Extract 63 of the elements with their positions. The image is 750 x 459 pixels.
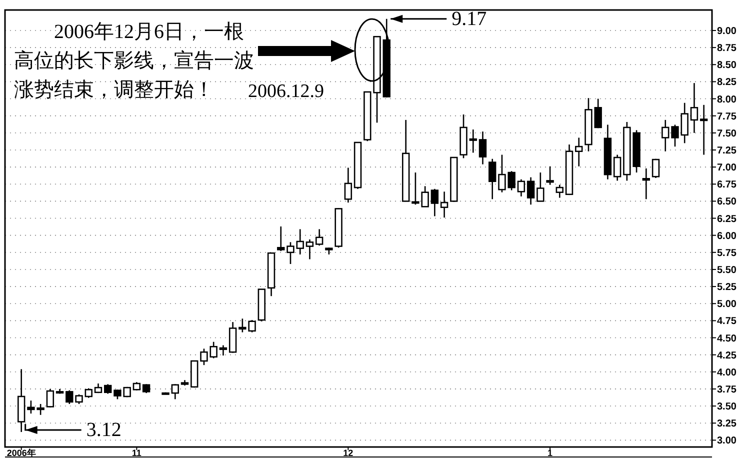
y-tick-label: 8.50 bbox=[717, 60, 737, 72]
annotation: 3.12 bbox=[86, 418, 122, 441]
y-tick-label: 4.25 bbox=[717, 350, 737, 362]
candlestick bbox=[315, 228, 324, 246]
candlestick bbox=[613, 154, 622, 182]
candlestick bbox=[652, 158, 660, 179]
candlestick bbox=[46, 388, 54, 408]
candlestick bbox=[671, 124, 679, 148]
y-tick-label: 3.50 bbox=[717, 402, 737, 413]
candlestick bbox=[488, 158, 496, 200]
y-tick-label: 8.00 bbox=[717, 94, 737, 106]
x-tick-label: 11 bbox=[132, 448, 142, 458]
y-tick-label: 8.75 bbox=[717, 43, 737, 54]
candlestick bbox=[575, 137, 583, 168]
y-tick-label: 7.50 bbox=[717, 128, 737, 140]
y-tick-label: 3.25 bbox=[717, 418, 737, 430]
y-tick-label: 5.25 bbox=[717, 282, 737, 294]
y-tick-label: 6.00 bbox=[717, 230, 737, 242]
candlestick bbox=[104, 384, 112, 394]
candlestick bbox=[680, 102, 688, 144]
y-tick-label: 6.25 bbox=[717, 214, 737, 225]
candlestick bbox=[228, 321, 237, 354]
candlestick bbox=[690, 82, 698, 134]
candlestick bbox=[440, 190, 448, 218]
y-tick-label: 4.75 bbox=[717, 316, 737, 328]
candlestick bbox=[296, 228, 304, 256]
candlestick bbox=[478, 130, 487, 165]
candlestick bbox=[277, 226, 285, 252]
y-tick-label: 3.75 bbox=[717, 384, 737, 396]
candlestick bbox=[84, 388, 92, 398]
candlestick bbox=[171, 384, 179, 400]
candlestick bbox=[469, 128, 477, 154]
y-tick-label: 7.75 bbox=[717, 111, 737, 122]
annotation: 2006.12.9 bbox=[248, 81, 324, 102]
y-tick-label: 9.00 bbox=[717, 26, 737, 37]
x-tick-label: 12 bbox=[343, 448, 354, 458]
x-tick-label: 2006年 bbox=[6, 448, 36, 458]
y-tick-label: 5.75 bbox=[717, 248, 737, 259]
y-tick-label: 7.00 bbox=[717, 162, 737, 174]
candlestick bbox=[700, 104, 708, 156]
candlestick bbox=[642, 168, 650, 200]
candlestick bbox=[662, 119, 670, 152]
y-tick-label: 6.75 bbox=[717, 180, 737, 191]
candlestick bbox=[306, 238, 314, 260]
y-tick-label: 5.00 bbox=[717, 299, 737, 310]
candlestick bbox=[286, 242, 294, 265]
annotation: 9.17 bbox=[452, 8, 487, 30]
y-tick-label: 6.50 bbox=[717, 196, 737, 208]
candlestick bbox=[219, 344, 228, 356]
x-tick-label: 1 bbox=[548, 448, 553, 458]
y-tick-label: 8.25 bbox=[717, 77, 737, 88]
candlestick bbox=[517, 178, 526, 198]
candlestick bbox=[536, 172, 544, 202]
candlestick bbox=[430, 188, 439, 217]
y-tick-label: 4.50 bbox=[717, 333, 737, 344]
candlestick bbox=[344, 167, 352, 204]
y-tick-label: 3.00 bbox=[717, 436, 737, 447]
y-tick-label: 5.50 bbox=[717, 264, 737, 276]
candlestick bbox=[556, 184, 564, 198]
y-tick-label: 7.25 bbox=[717, 145, 737, 156]
y-tick-label: 4.00 bbox=[717, 367, 737, 378]
candlestick bbox=[526, 176, 535, 206]
candlestick bbox=[546, 166, 554, 186]
